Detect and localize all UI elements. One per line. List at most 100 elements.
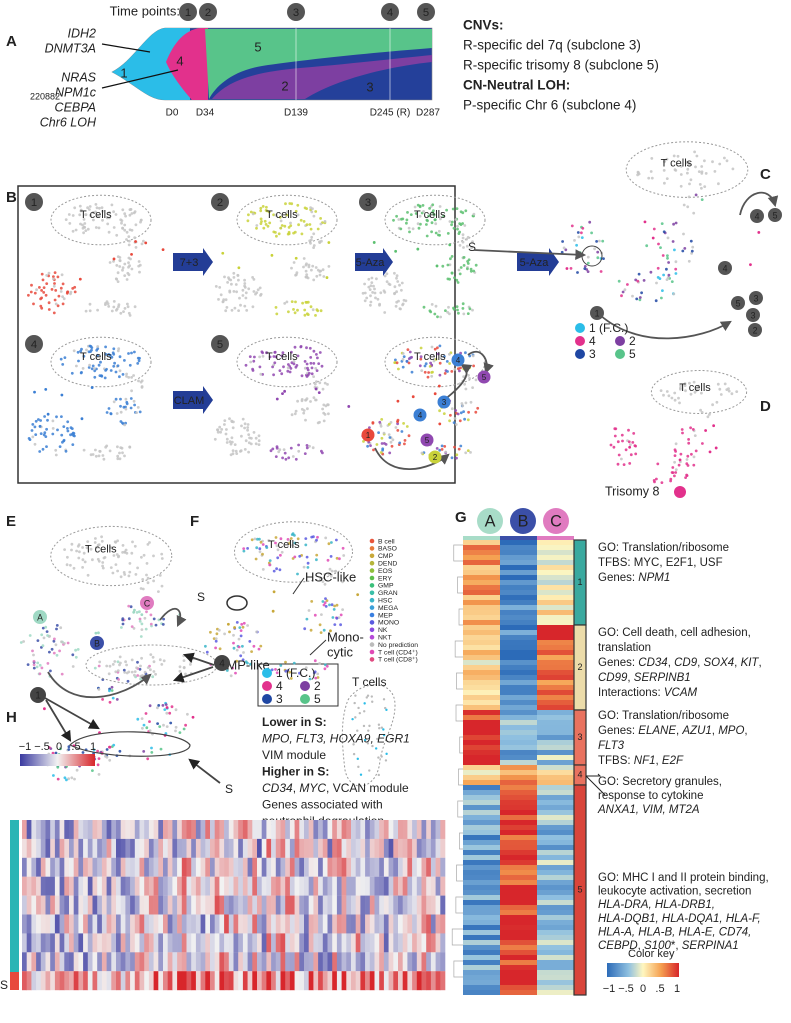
cell-dot — [321, 580, 325, 583]
cell-dot — [130, 351, 133, 355]
cell-dot — [133, 403, 137, 407]
cell-dot — [397, 299, 400, 303]
legend-swatch — [369, 575, 375, 581]
heatmap-cell — [59, 914, 65, 934]
heatmap-cell — [369, 895, 375, 915]
heatmap-cell — [31, 857, 37, 877]
heatmap-cell — [22, 838, 27, 858]
cell-dot — [93, 367, 96, 370]
cell-dot — [174, 725, 178, 729]
heatmap-cell — [304, 971, 309, 991]
cell-dot — [84, 213, 88, 217]
heatmap-cell — [500, 545, 537, 550]
cell-dot — [263, 219, 267, 223]
heatmap-cell — [463, 860, 500, 865]
cell-dot — [128, 445, 132, 449]
heatmap-cell — [280, 820, 286, 839]
heatmap-cell — [463, 740, 500, 745]
heatmap-cell — [440, 971, 446, 991]
heatmap-cell — [537, 795, 574, 800]
cell-dot — [86, 573, 90, 577]
cell-dot — [293, 412, 297, 416]
fish-plot — [101, 27, 433, 101]
heatmap-cell — [402, 933, 408, 953]
cell-dot — [403, 442, 406, 446]
cell-dot — [139, 674, 143, 678]
cell-dot — [137, 260, 141, 263]
cell-dot — [405, 425, 409, 428]
heatmap-cell — [463, 945, 500, 950]
cell-dot — [125, 278, 129, 281]
cell-dot — [56, 304, 60, 308]
heatmap-cell — [421, 971, 427, 991]
cell-dot — [78, 204, 82, 208]
heatmap-cell — [336, 952, 342, 972]
cell-dot — [133, 305, 137, 309]
heatmap-cell — [257, 876, 262, 896]
number-badge-circle — [748, 323, 762, 337]
cell-dot — [78, 213, 82, 217]
cell-dot — [309, 400, 312, 403]
cell-dot — [146, 666, 150, 669]
cell-dot — [629, 443, 632, 446]
heatmap-cell — [537, 620, 574, 625]
cell-dot — [77, 359, 80, 363]
heatmap-cell — [355, 933, 361, 953]
cell-dot — [26, 663, 30, 666]
cell-dot — [650, 157, 654, 160]
heatmap-cell — [379, 914, 385, 934]
cell-dot — [124, 660, 127, 664]
heatmap-cell — [139, 857, 145, 877]
cell-dot — [96, 345, 100, 348]
cell-dot — [93, 666, 97, 670]
heatmap — [463, 540, 574, 995]
heatmap-cell — [87, 895, 93, 915]
heatmap-cell — [26, 876, 32, 896]
heatmap-cell — [500, 875, 537, 880]
cell-dot — [133, 350, 136, 354]
heatmap-cell — [421, 876, 427, 896]
heatmap-cell — [22, 820, 27, 839]
heatmap-cell — [463, 590, 500, 595]
heatmap-cell — [238, 857, 244, 877]
cell-dot — [669, 477, 673, 481]
cell-dot — [321, 600, 325, 603]
cell-dot — [407, 226, 411, 230]
heatmap-cell — [64, 933, 70, 953]
heatmap-cell — [398, 895, 403, 915]
cell-dot — [439, 315, 442, 319]
legend-swatch — [369, 553, 375, 559]
color-scale-tick: 1 — [90, 741, 96, 753]
cell-dot — [145, 726, 149, 730]
cell-dot — [116, 454, 120, 458]
cell-dot — [446, 370, 449, 373]
cell-dot — [652, 479, 656, 482]
cell-dot — [430, 303, 434, 306]
legend-swatch — [369, 560, 375, 566]
cell-dot — [383, 311, 387, 314]
cell-dot — [112, 226, 116, 229]
cell-dot — [687, 161, 691, 165]
cell-dot — [261, 205, 265, 208]
cell-dot — [450, 370, 454, 373]
heatmap-cell — [271, 895, 277, 915]
cell-dot — [315, 353, 318, 356]
cell-dot — [116, 364, 120, 368]
cell-dot — [716, 382, 720, 386]
cell-dot — [280, 372, 284, 376]
cell-dot — [55, 627, 58, 631]
cell-dot — [432, 213, 436, 217]
cell-dot — [312, 278, 316, 282]
cell-dot — [182, 654, 186, 658]
heatmap-cell — [421, 895, 427, 915]
cell-dot — [112, 554, 116, 557]
heatmap-cell — [369, 820, 375, 839]
heatmap-cell — [412, 838, 418, 858]
heatmap-cell — [144, 876, 150, 896]
cell-dot — [450, 255, 454, 258]
cell-dot — [681, 431, 684, 435]
heatmap-cell — [537, 550, 574, 555]
heatmap-cell — [500, 765, 537, 770]
heatmap-cell — [238, 895, 244, 915]
cell-dot — [228, 290, 232, 294]
